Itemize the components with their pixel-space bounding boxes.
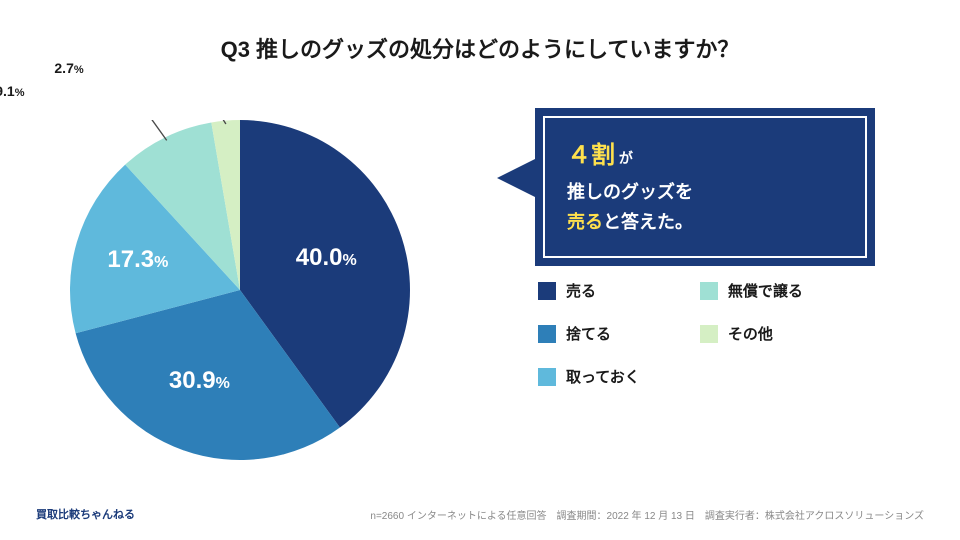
legend-swatch (700, 282, 718, 300)
legend-label: 取っておく (566, 366, 640, 387)
footer-brand: 買取比較ちゃんねる (36, 506, 135, 522)
slice-pct-label: 30.9% (169, 367, 230, 395)
legend-label: その他 (728, 323, 773, 344)
pie-svg (70, 120, 410, 460)
legend-item: 売る (538, 280, 640, 301)
callout-line3-rest: と答えた。 (603, 212, 693, 232)
legend: 売る捨てる取っておく 無償で譲るその他 (538, 280, 803, 387)
callout-line1-rest: が (615, 150, 633, 166)
leader-pct-label: 9.1% (0, 83, 24, 99)
legend-item: 取っておく (538, 366, 640, 387)
legend-item: その他 (700, 323, 803, 344)
legend-col-2: 無償で譲るその他 (700, 280, 803, 387)
leader-line (70, 120, 167, 140)
slice-pct-label: 40.0% (296, 244, 357, 272)
legend-swatch (700, 325, 718, 343)
leader-pct-label: 2.7% (54, 60, 83, 76)
legend-label: 売る (566, 280, 596, 301)
callout-inner: ４割 が 推しのグッズを 売ると答えた。 (543, 116, 867, 258)
callout-line2: 推しのグッズを (567, 182, 693, 202)
legend-item: 捨てる (538, 323, 640, 344)
legend-label: 無償で譲る (728, 280, 803, 301)
callout-box: ４割 が 推しのグッズを 売ると答えた。 (535, 108, 875, 266)
legend-item: 無償で譲る (700, 280, 803, 301)
legend-swatch (538, 368, 556, 386)
footer-meta: n=2660 インターネットによる任意回答 調査期間：2022 年 12 月 1… (370, 507, 924, 522)
legend-col-1: 売る捨てる取っておく (538, 280, 640, 387)
legend-swatch (538, 325, 556, 343)
legend-label: 捨てる (566, 323, 611, 344)
callout-line3-accent: 売る (567, 212, 603, 232)
chart-title: Q3 推しのグッズの処分はどのようにしていますか？ (0, 32, 960, 64)
callout-line1-accent: ４割 (567, 142, 615, 169)
slice-pct-label: 17.3% (107, 246, 168, 274)
pie-chart: 40.0%30.9%17.3%9.1%2.7% (70, 120, 410, 460)
legend-swatch (538, 282, 556, 300)
callout-pointer (497, 158, 537, 198)
